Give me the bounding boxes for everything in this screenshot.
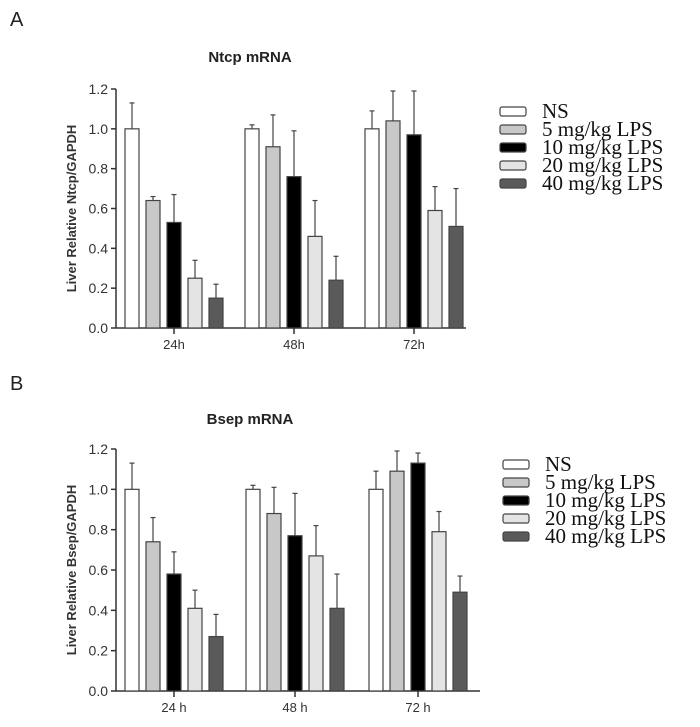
y-tick-label: 0.0 <box>89 683 109 699</box>
bar <box>265 146 281 329</box>
legend-label: 20 mg/kg LPS <box>545 506 666 530</box>
legend-label: 10 mg/kg LPS <box>542 135 663 159</box>
y-tick-label: 0.8 <box>89 522 109 538</box>
legend-swatch <box>502 531 530 542</box>
bar <box>410 462 426 692</box>
bar <box>427 209 443 329</box>
x-tick-label: 48h <box>283 337 305 352</box>
legend-swatch <box>502 513 530 524</box>
bar <box>244 128 260 329</box>
bar <box>329 607 345 692</box>
bar <box>266 512 282 692</box>
y-tick-label: 1.2 <box>89 441 109 457</box>
bar <box>328 279 344 329</box>
chart-title: Ntcp mRNA <box>208 49 292 66</box>
y-axis-label: Liver Relative Bsep/GAPDH <box>64 485 79 656</box>
y-tick-label: 0.0 <box>89 320 109 336</box>
bar <box>208 635 224 692</box>
legend-label: NS <box>545 452 572 476</box>
bar <box>187 607 203 692</box>
y-tick-label: 0.6 <box>89 201 109 217</box>
legend-swatch <box>502 459 530 470</box>
legend-label: 40 mg/kg LPS <box>545 524 666 548</box>
legend-label: 40 mg/kg LPS <box>542 171 663 195</box>
bar <box>385 120 401 329</box>
legend-swatch <box>502 477 530 488</box>
bar <box>307 235 323 329</box>
y-tick-label: 0.4 <box>89 602 109 618</box>
legend-swatch <box>499 178 527 189</box>
y-axis-label: Liver Relative Ntcp/GAPDH <box>64 125 79 293</box>
x-tick-label: 72h <box>403 337 425 352</box>
legend-label: 10 mg/kg LPS <box>545 488 666 512</box>
y-tick-label: 1.0 <box>89 481 109 497</box>
legend-label: 5 mg/kg LPS <box>545 470 656 494</box>
bar <box>145 541 161 692</box>
bar <box>208 297 224 329</box>
legend-label: NS <box>542 99 569 123</box>
bar <box>431 531 447 692</box>
x-tick-label: 72 h <box>405 700 430 715</box>
legend-swatch <box>499 160 527 171</box>
bar <box>245 488 261 692</box>
bar <box>448 225 464 329</box>
bar <box>166 221 182 329</box>
x-tick-label: 24h <box>163 337 185 352</box>
chart-b: B Bsep mRNA Liver Relative Bsep/GAPDH 0.0 0.… <box>10 373 666 715</box>
y-tick-label: 0.8 <box>89 161 109 177</box>
bar <box>287 535 303 692</box>
bar <box>368 488 384 692</box>
panel-label: A <box>10 9 24 31</box>
bar <box>452 591 468 692</box>
bar <box>308 555 324 692</box>
legend-swatch <box>502 495 530 506</box>
bar <box>145 199 161 329</box>
bar <box>364 128 380 329</box>
bar <box>286 176 302 329</box>
bar <box>187 277 203 329</box>
y-tick-label: 1.0 <box>89 121 109 137</box>
legend-label: 5 mg/kg LPS <box>542 117 653 141</box>
legend-label: 20 mg/kg LPS <box>542 153 663 177</box>
bar <box>166 573 182 692</box>
legend-swatch <box>499 142 527 153</box>
bar <box>389 470 405 692</box>
legend-swatch <box>499 106 527 117</box>
chart-title: Bsep mRNA <box>207 411 294 428</box>
chart-a: A Ntcp mRNA Liver Relative Ntcp/GAPDH 0.0 0.… <box>10 9 663 352</box>
y-tick-label: 0.4 <box>89 240 109 256</box>
bar <box>406 134 422 329</box>
y-tick-label: 0.6 <box>89 562 109 578</box>
y-tick-label: 0.2 <box>89 643 109 659</box>
y-tick-label: 1.2 <box>89 81 109 97</box>
legend-swatch <box>499 124 527 135</box>
x-tick-label: 24 h <box>161 700 186 715</box>
x-tick-label: 48 h <box>282 700 307 715</box>
panel-label: B <box>10 373 23 395</box>
y-tick-label: 0.2 <box>89 280 109 296</box>
bar <box>124 128 140 329</box>
bar <box>124 488 140 692</box>
